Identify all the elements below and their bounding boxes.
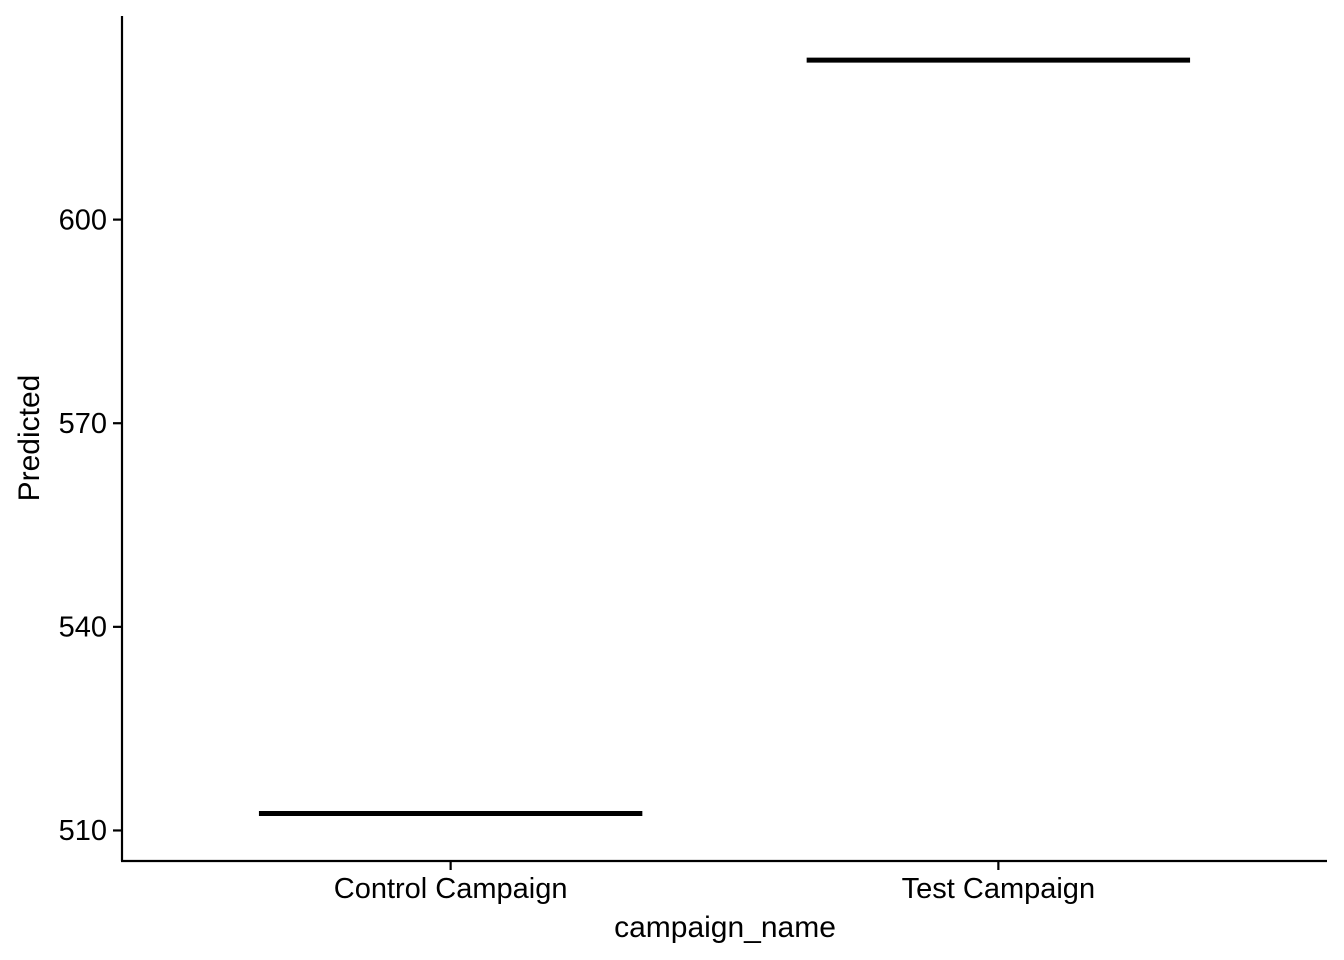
y-ticks bbox=[113, 218, 122, 832]
x-axis-title: campaign_name bbox=[614, 911, 836, 944]
x-ticks bbox=[449, 861, 1000, 870]
x-tick-labels: Control Campaign Test Campaign bbox=[334, 873, 1095, 905]
x-tick-label-control-campaign: Control Campaign bbox=[334, 873, 568, 905]
y-tick-label-570: 570 bbox=[59, 408, 107, 440]
y-tick-labels: 510 540 570 600 bbox=[59, 204, 107, 847]
data-marks bbox=[258, 57, 1191, 816]
y-axis-title: Predicted bbox=[13, 375, 46, 502]
y-tick-label-540: 540 bbox=[59, 611, 107, 643]
y-tick-label-510: 510 bbox=[59, 815, 107, 847]
y-tick-label-600: 600 bbox=[59, 204, 107, 236]
x-tick-label-test-campaign: Test Campaign bbox=[902, 873, 1095, 905]
